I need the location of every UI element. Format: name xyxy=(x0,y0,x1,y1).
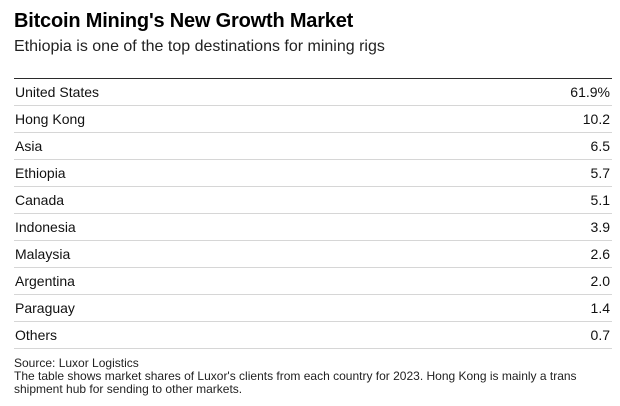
table-row: Paraguay 1.4 xyxy=(14,294,612,322)
table-body: United States 61.9% Hong Kong 10.2 Asia 6.5 Et… xyxy=(14,79,612,349)
country-cell: Indonesia xyxy=(14,213,416,241)
market-share-table: United States 61.9% Hong Kong 10.2 Asia 6.5 Et… xyxy=(14,79,612,349)
share-cell: 2.6 xyxy=(415,240,612,268)
table-row: Indonesia 3.9 xyxy=(14,213,612,241)
table-row: Asia 6.5 xyxy=(14,132,612,160)
table-row: Canada 5.1 xyxy=(14,186,612,214)
share-cell: 61.9% xyxy=(415,79,612,106)
country-cell: Argentina xyxy=(14,267,416,295)
chart-subtitle: Ethiopia is one of the top destinations … xyxy=(14,38,385,55)
share-cell: 5.7 xyxy=(415,159,612,187)
country-cell: Canada xyxy=(14,186,416,214)
country-cell: Ethiopia xyxy=(14,159,416,187)
share-cell: 1.4 xyxy=(415,294,612,322)
share-cell: 2.0 xyxy=(415,267,612,295)
country-cell: Others xyxy=(14,321,416,349)
chart-container: Bitcoin Mining's New Growth Market Ethio… xyxy=(14,8,614,396)
footnote: The table shows market shares of Luxor's… xyxy=(14,369,577,396)
share-cell: 10.2 xyxy=(415,105,612,133)
source-note: Source: Luxor Logistics xyxy=(14,356,139,370)
chart-title: Bitcoin Mining's New Growth Market xyxy=(14,10,354,32)
country-cell: Hong Kong xyxy=(14,105,416,133)
table-row: Hong Kong 10.2 xyxy=(14,105,612,133)
country-cell: United States xyxy=(14,79,416,106)
table-row: Ethiopia 5.7 xyxy=(14,159,612,187)
header-divider xyxy=(14,78,612,79)
share-cell: 5.1 xyxy=(415,186,612,214)
country-cell: Paraguay xyxy=(14,294,416,322)
share-cell: 6.5 xyxy=(415,132,612,160)
table-row: United States 61.9% xyxy=(14,79,612,106)
table-row: Argentina 2.0 xyxy=(14,267,612,295)
share-cell: 3.9 xyxy=(415,213,612,241)
table-row: Others 0.7 xyxy=(14,321,612,349)
country-cell: Malaysia xyxy=(14,240,416,268)
country-cell: Asia xyxy=(14,132,416,160)
share-cell: 0.7 xyxy=(415,321,612,349)
table-row: Malaysia 2.6 xyxy=(14,240,612,268)
